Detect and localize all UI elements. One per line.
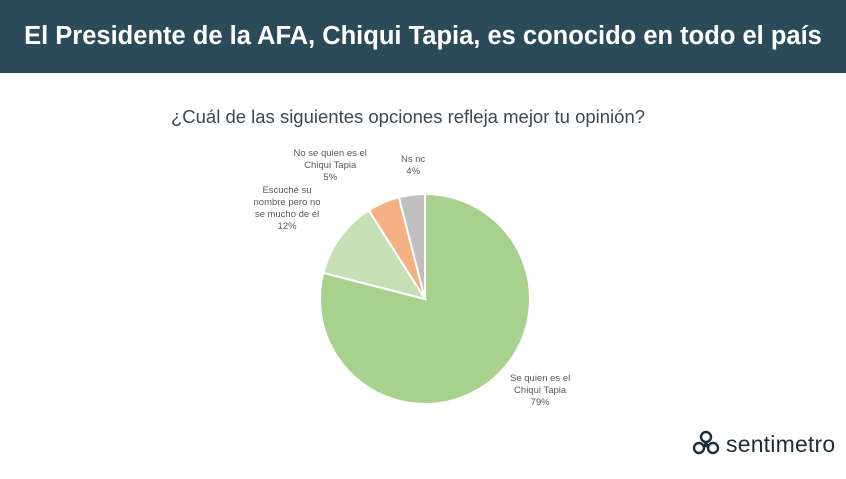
page-title: El Presidente de la AFA, Chiqui Tapia, e… <box>24 22 822 50</box>
pie-slice-2 <box>322 208 428 301</box>
slice-label-text: se mucho de él <box>254 209 320 220</box>
slice-label-text: No se quien es el <box>293 148 367 159</box>
brand-logo: sentimetro <box>692 430 835 458</box>
sentimetro-logo-icon <box>692 430 720 455</box>
pie-slice-4 <box>397 192 426 300</box>
slice-label-percent: 5% <box>323 172 338 183</box>
slice-label-text: Chiqui Tapia <box>304 160 357 171</box>
slice-label-3: No se quien es el Chiqui Tapia 5% <box>294 148 367 184</box>
slice-label-1: Se quien es el Chiqui Tapia 79% <box>510 373 570 409</box>
title-banner: El Presidente de la AFA, Chiqui Tapia, e… <box>0 0 846 73</box>
slice-label-percent: 12% <box>277 221 297 232</box>
slice-label-percent: 79% <box>530 397 550 408</box>
slice-label-text: nombre pero no <box>253 197 321 208</box>
pie-slice-1 <box>319 192 531 405</box>
slice-label-text: Chiqui Tapia <box>514 385 567 396</box>
question-text: ¿Cuál de las siguientes opciones refleja… <box>170 106 646 127</box>
slice-label-text: Ns nc <box>401 154 426 165</box>
brand-name: sentimetro <box>726 430 836 457</box>
slice-label-text: Escuché su <box>262 185 312 196</box>
slice-label-2: Escuché su nombre pero no se mucho de él 12… <box>254 185 321 233</box>
slice-label-4: Ns nc 4% <box>401 154 425 178</box>
slice-label-text: Se quien es el <box>510 373 571 384</box>
slice-label-percent: 4% <box>406 166 421 177</box>
